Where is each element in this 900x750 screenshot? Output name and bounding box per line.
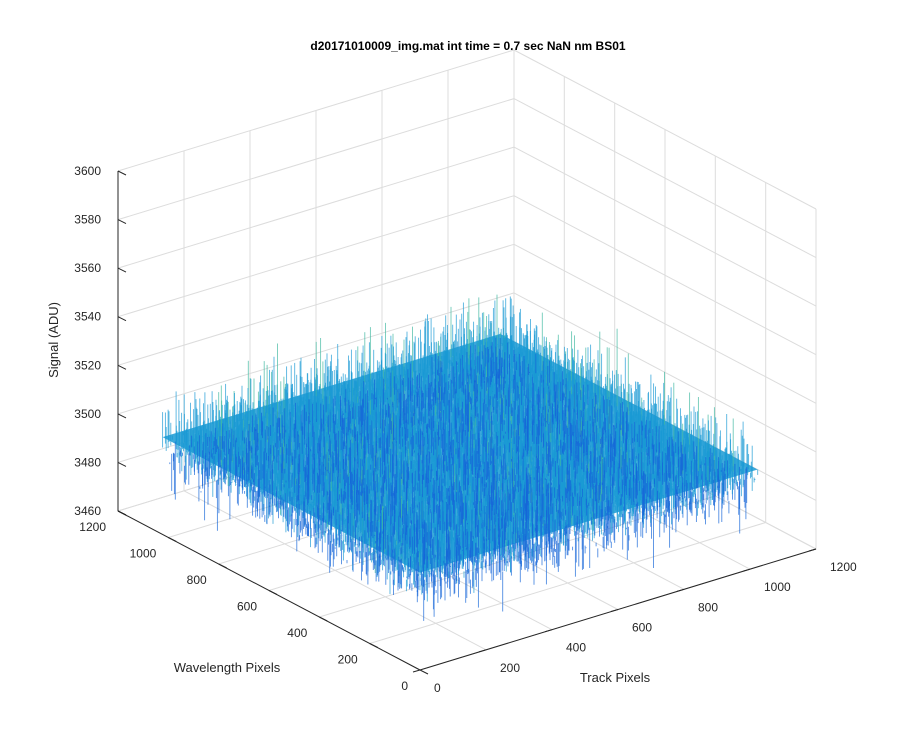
grid-line [369,522,766,644]
surface-mesh [162,294,759,621]
chart-title: d20171010009_img.mat int time = 0.7 sec … [310,39,625,53]
